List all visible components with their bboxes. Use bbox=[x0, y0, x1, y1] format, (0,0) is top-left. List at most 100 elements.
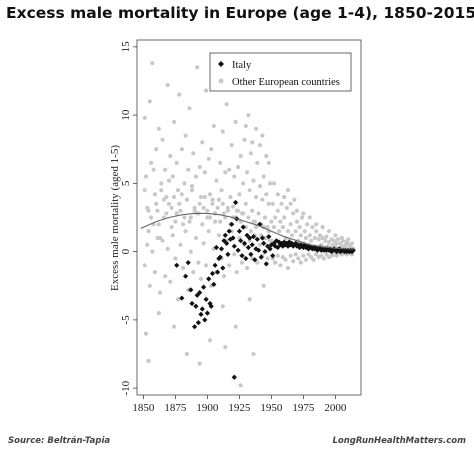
other-country-point bbox=[243, 201, 248, 206]
other-country-point bbox=[224, 102, 229, 107]
other-country-point bbox=[173, 219, 178, 224]
italy-point bbox=[318, 247, 324, 253]
y-tick-label: 15 bbox=[120, 41, 132, 53]
italy-point bbox=[208, 303, 214, 309]
other-country-point bbox=[150, 61, 155, 66]
italy-point bbox=[248, 251, 254, 257]
other-country-point bbox=[173, 256, 178, 261]
other-country-point bbox=[201, 241, 206, 246]
italy-point bbox=[188, 287, 194, 293]
other-country-point bbox=[323, 238, 328, 243]
other-country-point bbox=[163, 274, 168, 279]
other-country-point bbox=[239, 260, 245, 265]
italy-point bbox=[197, 290, 203, 296]
other-country-point bbox=[223, 170, 228, 175]
italy-point bbox=[213, 244, 219, 251]
other-country-point bbox=[186, 287, 191, 292]
other-country-point bbox=[188, 215, 193, 220]
other-country-point bbox=[264, 154, 269, 159]
trend-line-layer bbox=[140, 212, 355, 250]
other-country-point bbox=[206, 156, 211, 161]
other-country-point bbox=[198, 194, 204, 200]
legend: Italy Other European countries bbox=[209, 52, 352, 92]
other-country-point bbox=[146, 208, 151, 213]
y-axis-label: Excess male mortality (aged 1-5) bbox=[109, 145, 121, 291]
other-country-point bbox=[279, 201, 284, 206]
italy-point bbox=[217, 254, 223, 260]
website-credit: LongRunHealthMatters.com bbox=[332, 436, 466, 446]
other-country-point bbox=[181, 222, 186, 227]
other-country-point bbox=[326, 229, 332, 234]
other-country-point bbox=[205, 208, 210, 213]
italy-point bbox=[220, 265, 226, 271]
other-country-point bbox=[280, 255, 285, 260]
other-country-point bbox=[294, 208, 300, 213]
other-country-point bbox=[238, 154, 243, 159]
other-country-point bbox=[270, 201, 275, 206]
other-country-point bbox=[233, 119, 238, 124]
other-country-point bbox=[242, 137, 247, 142]
other-country-point bbox=[157, 290, 163, 295]
italy-point bbox=[240, 224, 246, 230]
other-country-point bbox=[255, 260, 260, 265]
other-country-point bbox=[143, 331, 149, 336]
italy-point bbox=[297, 244, 303, 251]
other-country-point bbox=[289, 233, 294, 238]
other-country-point bbox=[265, 256, 270, 261]
other-country-point bbox=[271, 225, 277, 230]
italy-point bbox=[291, 242, 297, 248]
other-country-point bbox=[165, 83, 170, 88]
other-country-point bbox=[253, 225, 259, 230]
other-country-point bbox=[207, 215, 213, 220]
other-country-point bbox=[257, 184, 262, 189]
other-country-point bbox=[154, 201, 159, 206]
other-country-point bbox=[260, 133, 265, 138]
other-country-point bbox=[307, 233, 312, 238]
other-country-point bbox=[170, 174, 175, 179]
other-country-point bbox=[346, 237, 351, 242]
other-country-point bbox=[147, 283, 152, 288]
other-country-point bbox=[182, 215, 187, 220]
other-country-point bbox=[324, 234, 329, 239]
x-tick-label: 2000 bbox=[324, 402, 347, 414]
italy-point bbox=[218, 246, 225, 252]
italy-point bbox=[312, 246, 318, 252]
other-country-point bbox=[293, 252, 298, 257]
italy-point bbox=[250, 234, 257, 240]
other-country-point bbox=[232, 252, 237, 257]
other-country-point bbox=[251, 178, 256, 183]
other-country-point bbox=[253, 194, 259, 200]
italy-point bbox=[323, 247, 329, 253]
other-country-point bbox=[241, 211, 246, 216]
other-country-point bbox=[282, 194, 287, 200]
other-country-point bbox=[216, 197, 221, 202]
other-country-point bbox=[314, 229, 319, 234]
italy-point bbox=[268, 242, 274, 248]
other-country-point bbox=[312, 235, 317, 241]
other-country-point bbox=[349, 241, 355, 246]
other-country-point bbox=[142, 188, 147, 193]
x-tick-label: 1875 bbox=[164, 402, 187, 414]
italy-point bbox=[198, 311, 204, 317]
italy-point bbox=[261, 240, 267, 246]
italy-point bbox=[204, 310, 210, 316]
other-country-point bbox=[197, 361, 202, 366]
other-country-point bbox=[181, 265, 186, 271]
other-country-point bbox=[247, 188, 252, 193]
other-country-point bbox=[285, 188, 291, 193]
other-country-point bbox=[213, 219, 218, 224]
other-country-point bbox=[273, 260, 278, 265]
other-country-point bbox=[195, 65, 200, 70]
other-country-point bbox=[184, 197, 189, 202]
italy-point bbox=[289, 240, 295, 246]
other-country-point bbox=[149, 215, 154, 220]
other-country-point bbox=[335, 237, 341, 242]
other-country-point bbox=[177, 92, 182, 97]
italy-point bbox=[222, 232, 228, 238]
italy-point bbox=[201, 284, 207, 290]
other-country-point bbox=[257, 143, 262, 148]
legend-other-marker bbox=[218, 78, 224, 84]
italy-point bbox=[267, 246, 273, 252]
other-country-point bbox=[174, 211, 179, 216]
other-country-point bbox=[314, 222, 319, 227]
